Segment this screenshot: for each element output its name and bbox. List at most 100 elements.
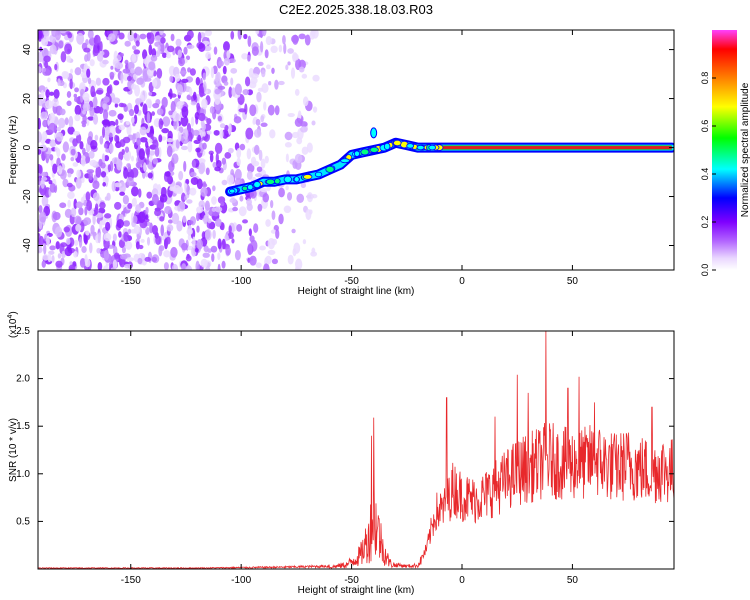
heatmap-blob — [222, 65, 227, 75]
heatmap-blob — [227, 147, 234, 154]
heatmap-blob — [217, 115, 223, 122]
heatmap-blob — [255, 30, 260, 35]
heatmap-blob — [87, 77, 92, 85]
snr-y-multiplier: (x104) — [7, 311, 19, 338]
heatmap-blob — [121, 148, 125, 155]
heatmap-y-label: Frequency (Hz) — [8, 116, 19, 185]
heatmap-blob — [159, 193, 168, 203]
heatmap-blob — [72, 130, 80, 136]
heatmap-blob — [257, 203, 263, 212]
heatmap-blob — [127, 30, 135, 42]
heatmap-blob — [38, 117, 41, 130]
heatmap-blob — [145, 206, 149, 215]
heatmap-blob — [102, 77, 110, 86]
heatmap-blob — [64, 43, 73, 55]
heatmap-x-tick-label: 0 — [459, 276, 465, 287]
heatmap-blob — [190, 177, 199, 185]
heatmap-blob — [137, 257, 143, 265]
heatmap-panel: -150 -100 -50 0 50 -40 -20 0 20 40 Height of str… — [8, 29, 675, 297]
heatmap-blob — [151, 256, 158, 263]
heatmap-blob — [209, 152, 214, 163]
heatmap-blob — [48, 180, 53, 185]
snr-x-ticks: -150 -100 -50 0 50 — [121, 331, 578, 586]
heatmap-blob — [67, 172, 72, 178]
heatmap-blob — [130, 67, 135, 74]
heatmap-blob — [59, 108, 66, 116]
heatmap-blob — [287, 254, 294, 265]
heatmap-blob — [122, 194, 130, 205]
heatmap-blob — [221, 179, 228, 186]
heatmap-blob — [116, 219, 124, 229]
heatmap-blob — [38, 131, 43, 143]
heatmap-blob — [139, 126, 147, 136]
heatmap-blob — [41, 39, 49, 47]
heatmap-blob — [67, 32, 73, 39]
heatmap-blob — [238, 206, 247, 217]
heatmap-blob — [306, 192, 314, 203]
heatmap-blob — [120, 103, 127, 108]
heatmap-blob — [113, 252, 120, 259]
heatmap-blob — [105, 92, 111, 98]
heatmap-blob — [233, 116, 242, 124]
ridge-blob — [293, 176, 300, 183]
heatmap-blob — [246, 170, 253, 181]
heatmap-blob — [186, 44, 195, 50]
heatmap-blob — [76, 169, 81, 178]
heatmap-blob — [231, 238, 235, 244]
heatmap-blob — [255, 118, 261, 126]
heatmap-blob — [80, 155, 87, 167]
heatmap-blob — [228, 225, 232, 234]
heatmap-blob — [185, 55, 191, 61]
heatmap-blob — [278, 213, 284, 225]
heatmap-blob — [187, 233, 192, 241]
heatmap-blob — [221, 129, 229, 139]
heatmap-blob — [80, 92, 84, 103]
heatmap-blob — [81, 120, 87, 125]
heatmap-blob — [111, 181, 116, 192]
heatmap-blob — [158, 134, 163, 143]
heatmap-blob — [59, 242, 68, 248]
heatmap-blob — [283, 42, 287, 55]
heatmap-blob — [239, 143, 246, 151]
heatmap-blob — [190, 101, 197, 106]
snr-x-label: Height of straight line (km) — [298, 585, 415, 596]
heatmap-blob — [41, 260, 46, 268]
heatmap-blob — [196, 212, 200, 222]
heatmap-y-tick-label: -40 — [22, 238, 33, 253]
heatmap-blob — [131, 53, 137, 63]
heatmap-blob — [312, 74, 320, 82]
heatmap-blob — [81, 245, 87, 253]
heatmap-y-tick-label: -20 — [22, 189, 33, 204]
heatmap-blob — [285, 185, 289, 191]
heatmap-blob — [44, 61, 49, 68]
heatmap-blob — [255, 262, 262, 269]
heatmap-blob — [114, 201, 122, 210]
heatmap-blob — [38, 246, 43, 254]
heatmap-blob — [197, 134, 202, 142]
heatmap-blob — [147, 172, 153, 179]
heatmap-blob — [112, 259, 118, 270]
heatmap-blob — [132, 45, 137, 51]
heatmap-blob — [264, 49, 269, 59]
heatmap-blob — [97, 232, 101, 244]
heatmap-blob — [117, 113, 124, 120]
heatmap-blob — [144, 256, 152, 262]
heatmap-y-ticks: -40 -20 0 20 40 — [22, 44, 674, 253]
heatmap-blob — [186, 199, 193, 204]
heatmap-blob — [242, 89, 250, 96]
heatmap-blob — [67, 168, 74, 175]
heatmap-blob — [115, 119, 119, 126]
heatmap-blob — [185, 255, 192, 262]
heatmap-blob — [43, 242, 47, 255]
heatmap-blob — [160, 224, 165, 237]
heatmap-blob — [254, 173, 263, 178]
heatmap-blob — [212, 229, 216, 240]
heatmap-blob — [182, 128, 189, 140]
heatmap-blob — [312, 106, 318, 113]
heatmap-blob — [61, 70, 68, 79]
heatmap-blob — [171, 153, 179, 164]
heatmap-blob — [127, 61, 135, 70]
heatmap-blob — [92, 96, 98, 109]
heatmap-blob — [49, 91, 55, 96]
heatmap-blob — [143, 162, 147, 172]
